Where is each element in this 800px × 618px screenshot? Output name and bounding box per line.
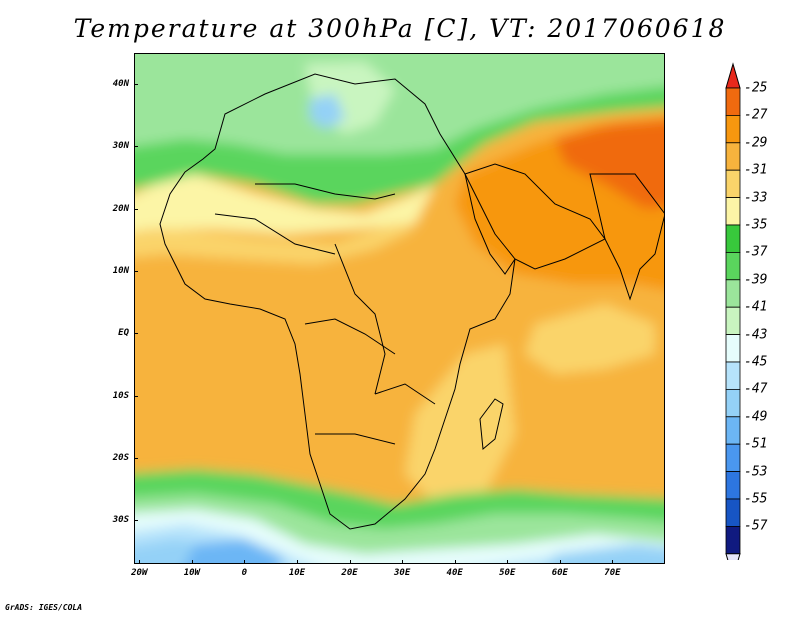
colorbar-label: -43 — [744, 327, 768, 343]
lon-tick — [559, 560, 561, 564]
lon-tick — [244, 560, 246, 564]
lon-label: 60E — [551, 568, 568, 578]
lon-label: 50E — [499, 568, 516, 578]
colorbar-bin — [725, 388, 741, 418]
lon-label: 10W — [183, 568, 200, 578]
colorbar-under-triangle — [725, 553, 741, 560]
colorbar-bin — [725, 361, 741, 390]
colorbar-label: -47 — [744, 381, 768, 397]
lat-tick — [134, 208, 138, 210]
lat-label: 10N — [112, 266, 129, 277]
colorbar-bin — [725, 306, 741, 335]
lon-tick — [349, 560, 351, 564]
colorbar-label: -57 — [744, 518, 768, 534]
colorbar — [725, 62, 741, 560]
lat-label: 40N — [112, 79, 129, 90]
lon-label: 20W — [131, 568, 148, 578]
lon-label: 30E — [393, 568, 411, 578]
lon-tick — [402, 560, 404, 564]
lat-tick — [134, 333, 138, 335]
lon-tick — [296, 560, 298, 564]
colorbar-bin — [725, 334, 741, 363]
lon-tick — [507, 560, 509, 564]
colorbar-bin — [725, 224, 741, 253]
colorbar-label: -39 — [744, 272, 768, 288]
colorbar-label: -29 — [744, 135, 768, 151]
lat-label: 20S — [112, 453, 129, 464]
colorbar-bin — [725, 443, 741, 473]
lon-label: 0 — [241, 568, 248, 578]
colorbar-label: -41 — [744, 299, 768, 315]
lat-tick — [134, 458, 138, 460]
temperature-map — [134, 53, 665, 564]
colorbar-label: -37 — [744, 244, 768, 260]
colorbar-bin — [725, 416, 741, 445]
lat-tick — [134, 520, 138, 522]
lat-tick — [134, 395, 138, 397]
lat-label: 30S — [112, 515, 129, 526]
colorbar-label: -55 — [744, 491, 768, 507]
lat-tick — [134, 84, 138, 86]
colorbar-bin — [725, 142, 741, 171]
lon-tick — [139, 560, 141, 564]
map-canvas — [135, 54, 664, 563]
colorbar-over-triangle — [725, 62, 741, 89]
colorbar-bin — [725, 115, 741, 144]
colorbar-bin — [725, 169, 741, 198]
colorbar-bin — [725, 251, 741, 281]
lon-label: 70E — [604, 568, 621, 578]
lon-label: 20E — [341, 568, 358, 578]
colorbar-label: -45 — [744, 354, 768, 370]
lat-label: 20N — [112, 203, 129, 214]
colorbar-bin — [725, 525, 741, 555]
lon-tick — [612, 560, 614, 564]
colorbar-label: -35 — [744, 217, 768, 233]
colorbar-label: -51 — [744, 436, 768, 452]
colorbar-bin — [725, 498, 741, 527]
map-title: Temperature at 300hPa [C], VT: 201706061… — [73, 14, 727, 43]
lat-label: EQ — [118, 328, 129, 339]
colorbar-label: -53 — [744, 464, 768, 480]
colorbar-label: -33 — [744, 190, 768, 206]
colorbar-label: -25 — [744, 80, 768, 96]
lon-label: 10E — [288, 568, 306, 578]
colorbar-label: -27 — [744, 107, 768, 123]
lon-label: 40E — [446, 568, 463, 578]
lat-tick — [134, 146, 138, 148]
temperature-field — [135, 54, 664, 563]
colorbar-label: -31 — [744, 162, 768, 178]
lat-label: 10S — [112, 390, 129, 401]
lon-tick — [191, 560, 193, 564]
colorbar-bin — [725, 279, 741, 308]
colorbar-bin — [725, 471, 741, 500]
coastlines — [159, 73, 664, 530]
lat-tick — [134, 271, 138, 273]
colorbar-label: -49 — [744, 409, 768, 425]
lat-label: 30N — [112, 141, 129, 152]
colorbar-bin — [725, 197, 741, 226]
lon-tick — [454, 560, 456, 564]
colorbar-bin — [725, 87, 741, 116]
grads-credit: GrADS: IGES/COLA — [5, 603, 83, 612]
